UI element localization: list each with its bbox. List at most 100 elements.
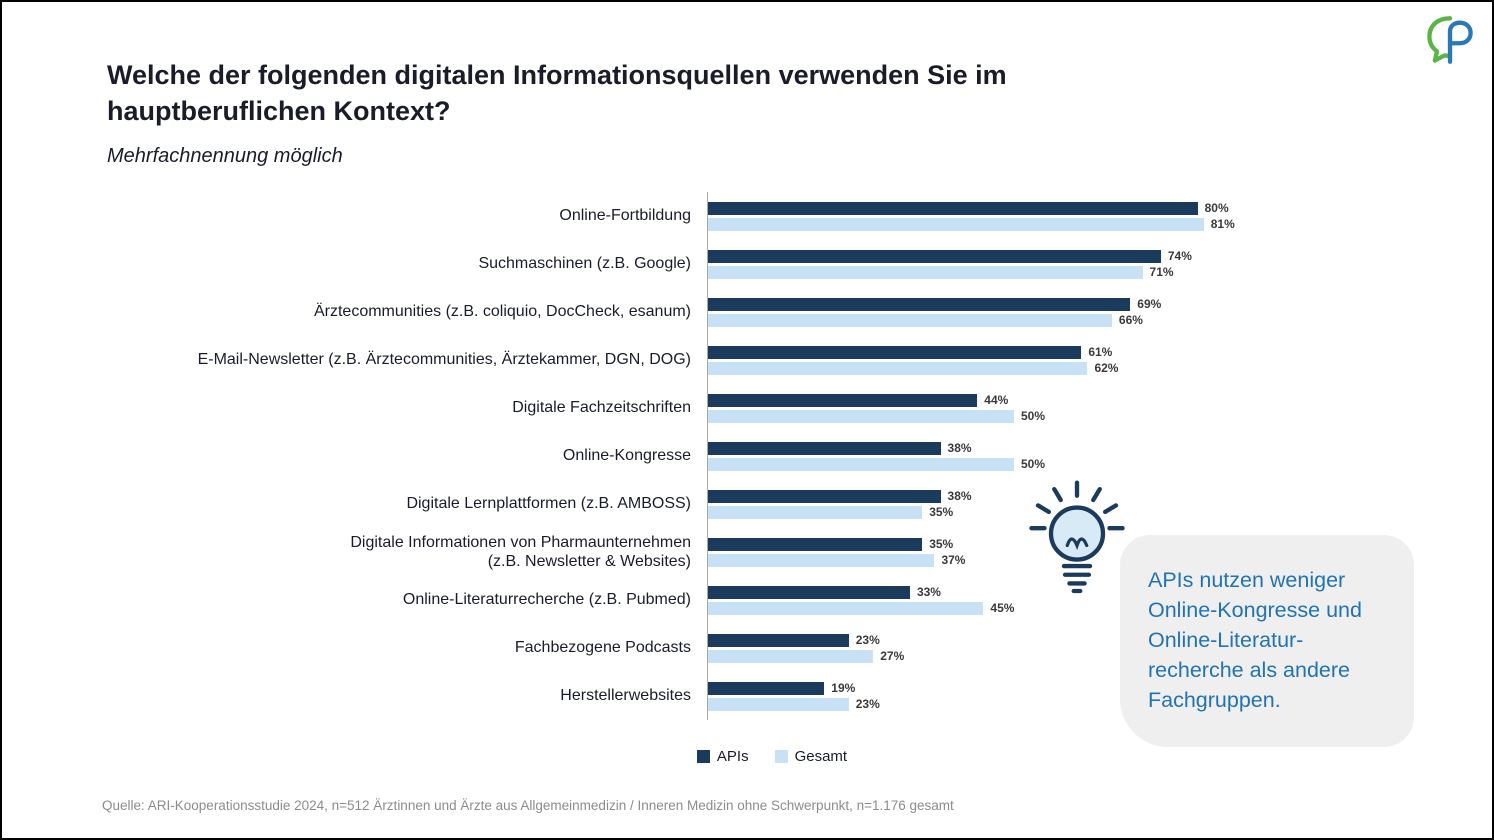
bar-wrap: 44%: [708, 393, 1437, 407]
bar-chart: Online-Fortbildung 80% 81% Suchmaschinen (z…: [107, 192, 1437, 765]
bar-apis: [708, 681, 825, 695]
bar-wrap: 19%: [708, 681, 1437, 695]
chart-rows: Online-Fortbildung 80% 81% Suchmaschinen (z…: [107, 192, 1437, 720]
chart-row: Herstellerwebsites 19% 23%: [107, 672, 1437, 720]
chart-row: Online-Literaturrecherche (z.B. Pubmed) 3…: [107, 576, 1437, 624]
bar-gesamt: [708, 409, 1014, 423]
value-label: 69%: [1137, 297, 1162, 311]
bar-wrap: 23%: [708, 633, 1437, 647]
value-label: 35%: [929, 537, 954, 551]
bar-wrap: 38%: [708, 441, 1437, 455]
bar-group: 33% 45%: [707, 576, 1437, 624]
category-label: Online-Fortbildung: [559, 207, 691, 225]
callout-text: APIs nutzen weniger Online-Kongresse und…: [1148, 568, 1362, 713]
bar-gesamt: [708, 649, 874, 663]
chart-row: Digitale Lernplattformen (z.B. AMBOSS) 38…: [107, 480, 1437, 528]
bar-wrap: 35%: [708, 537, 1437, 551]
bar-apis: [708, 633, 849, 647]
legend-item-apis: APIs: [696, 748, 749, 765]
bar-gesamt: [708, 313, 1112, 327]
chart-row: E-Mail-Newsletter (z.B. Ärztecommunities…: [107, 336, 1437, 384]
bar-group: 69% 66%: [707, 288, 1437, 336]
bar-apis: [708, 297, 1131, 311]
bar-group: 61% 62%: [707, 336, 1437, 384]
callout-box: APIs nutzen weniger Online-Kongresse und…: [1120, 535, 1414, 747]
chart-row: Fachbezogene Podcasts 23% 27%: [107, 624, 1437, 672]
bar-gesamt: [708, 457, 1014, 471]
bar-wrap: 71%: [708, 265, 1437, 279]
bar-wrap: 74%: [708, 249, 1437, 263]
bar-wrap: 69%: [708, 297, 1437, 311]
bar-gesamt: [708, 265, 1143, 279]
bar-apis: [708, 441, 941, 455]
bar-apis: [708, 345, 1082, 359]
legend-swatch: [696, 750, 710, 763]
bar-apis: [708, 249, 1161, 263]
bar-gesamt: [708, 361, 1088, 375]
bar-group: 44% 50%: [707, 384, 1437, 432]
chart-row: Digitale Fachzeitschriften 44% 50%: [107, 384, 1437, 432]
value-label: 62%: [1094, 361, 1119, 375]
bar-wrap: 33%: [708, 585, 1437, 599]
chart-row: Online-Kongresse 38% 50%: [107, 432, 1437, 480]
value-label: 50%: [1021, 457, 1046, 471]
bar-wrap: 37%: [708, 553, 1437, 567]
bar-wrap: 66%: [708, 313, 1437, 327]
value-label: 27%: [880, 649, 905, 663]
value-label: 45%: [990, 601, 1015, 615]
bar-apis: [708, 489, 941, 503]
bar-wrap: 23%: [708, 697, 1437, 711]
bar-apis: [708, 537, 923, 551]
legend-label: APIs: [716, 748, 749, 765]
bar-group: 80% 81%: [707, 192, 1437, 240]
value-label: 66%: [1118, 313, 1143, 327]
bar-wrap: 45%: [708, 601, 1437, 615]
chart-row: Online-Fortbildung 80% 81%: [107, 192, 1437, 240]
chart-row: Suchmaschinen (z.B. Google) 74% 71%: [107, 240, 1437, 288]
bar-apis: [708, 393, 978, 407]
bar-wrap: 62%: [708, 361, 1437, 375]
chart-legend: APIs Gesamt: [107, 748, 1437, 765]
value-label: 50%: [1021, 409, 1046, 423]
category-label: Digitale Informationen von Pharmaunterne…: [350, 533, 691, 570]
category-label: Digitale Lernplattformen (z.B. AMBOSS): [406, 495, 691, 513]
category-label: E-Mail-Newsletter (z.B. Ärztecommunities…: [197, 351, 691, 369]
lightbulb-icon: [1022, 474, 1132, 604]
brand-logo-icon: [1424, 14, 1476, 66]
bar-gesamt: [708, 601, 984, 615]
bar-group: 35% 37%: [707, 528, 1437, 576]
legend-item-gesamt: Gesamt: [774, 748, 848, 765]
category-label: Online-Literaturrecherche (z.B. Pubmed): [402, 591, 691, 609]
value-label: 80%: [1204, 201, 1229, 215]
value-label: 74%: [1167, 249, 1192, 263]
category-label: Ärztecommunities (z.B. coliquio, DocChec…: [313, 303, 691, 321]
category-label: Digitale Fachzeitschriften: [512, 399, 691, 417]
category-label: Herstellerwebsites: [560, 687, 691, 705]
legend-label: Gesamt: [794, 748, 848, 765]
bar-group: 38% 50%: [707, 432, 1437, 480]
value-label: 38%: [947, 441, 972, 455]
chart-row: Ärztecommunities (z.B. coliquio, DocChec…: [107, 288, 1437, 336]
bar-group: 23% 27%: [707, 624, 1437, 672]
bar-gesamt: [708, 553, 935, 567]
category-label: Suchmaschinen (z.B. Google): [478, 255, 691, 273]
bar-apis: [708, 201, 1198, 215]
bar-gesamt: [708, 697, 849, 711]
value-label: 61%: [1088, 345, 1113, 359]
chart-row: Digitale Informationen von Pharmaunterne…: [107, 528, 1437, 576]
page-subtitle: Mehrfachnennung möglich: [107, 145, 343, 167]
legend-swatch: [774, 750, 788, 763]
value-label: 19%: [831, 681, 856, 695]
bar-wrap: 35%: [708, 505, 1437, 519]
value-label: 71%: [1149, 265, 1174, 279]
bar-gesamt: [708, 505, 923, 519]
category-label: Online-Kongresse: [562, 447, 691, 465]
bar-group: 38% 35%: [707, 480, 1437, 528]
value-label: 81%: [1210, 217, 1235, 231]
value-label: 35%: [929, 505, 954, 519]
category-label: Fachbezogene Podcasts: [514, 639, 691, 657]
bar-wrap: 27%: [708, 649, 1437, 663]
bar-wrap: 50%: [708, 457, 1437, 471]
bar-wrap: 50%: [708, 409, 1437, 423]
